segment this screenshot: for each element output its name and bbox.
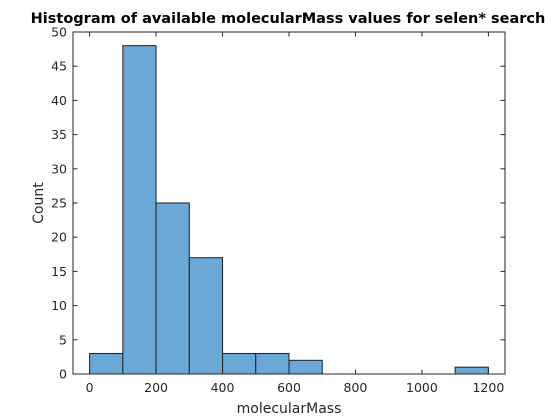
histogram-bar-400-500 xyxy=(223,353,256,374)
x-tick-label: 1200 xyxy=(472,380,504,395)
histogram-bar-0-100 xyxy=(90,353,123,374)
x-tick-label: 600 xyxy=(277,380,301,395)
chart-title: Histogram of available molecularMass val… xyxy=(31,11,546,27)
y-axis-label: Count xyxy=(31,182,47,224)
y-tick-label: 0 xyxy=(59,367,67,382)
y-tick-label: 20 xyxy=(51,230,67,245)
histogram-bar-100-200 xyxy=(123,46,156,374)
y-tick-label: 5 xyxy=(59,332,67,347)
y-tick-label: 10 xyxy=(51,298,67,313)
histogram-bar-500-600 xyxy=(256,353,289,374)
x-tick-label: 800 xyxy=(344,380,368,395)
y-tick-label: 35 xyxy=(51,127,67,142)
x-tick-label: 1000 xyxy=(406,380,438,395)
y-tick-label: 25 xyxy=(51,196,67,211)
histogram-bar-300-400 xyxy=(189,258,222,374)
histogram-bar-200-300 xyxy=(156,203,189,374)
bars-group xyxy=(90,46,489,374)
y-tick-label: 15 xyxy=(51,264,67,279)
y-tick-label: 40 xyxy=(51,93,67,108)
histogram-bar-600-700 xyxy=(289,360,322,374)
x-tick-label: 0 xyxy=(86,380,94,395)
y-tick-label: 30 xyxy=(51,161,67,176)
y-tick-label: 50 xyxy=(51,25,67,40)
x-axis-label: molecularMass xyxy=(237,401,342,417)
y-axis-ticks: 0 5 10 15 20 25 30 35 40 45 50 xyxy=(51,25,505,382)
x-tick-label: 200 xyxy=(144,380,168,395)
histogram-bar-1100-1200 xyxy=(455,367,488,374)
x-tick-label: 400 xyxy=(211,380,235,395)
y-tick-label: 45 xyxy=(51,59,67,74)
